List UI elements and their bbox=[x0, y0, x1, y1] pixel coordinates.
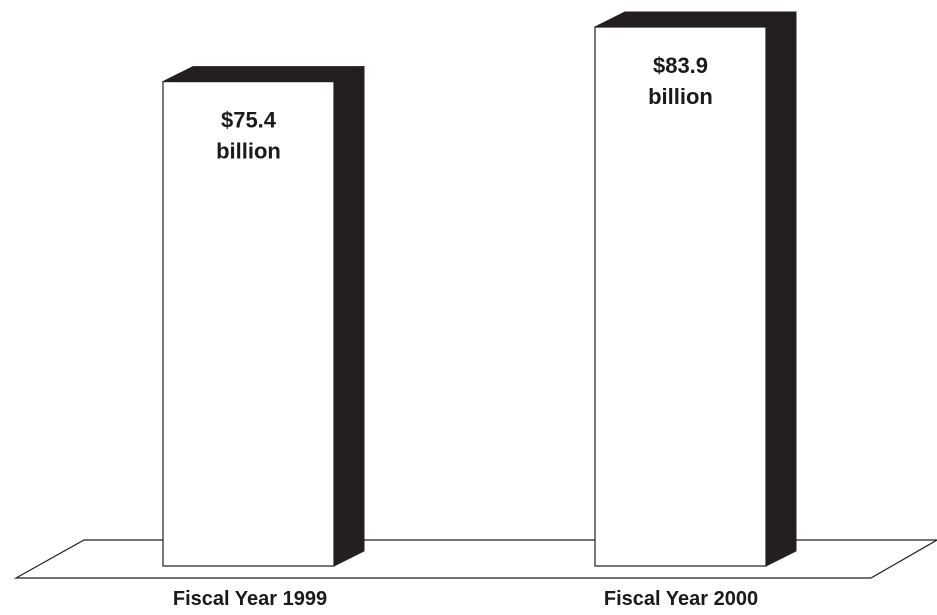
bar-side bbox=[765, 11, 797, 567]
data-label: $83.9 bbox=[653, 53, 708, 78]
labels-layer: $75.4 billion Fiscal Year 1999 $83.9 billion… bbox=[173, 53, 758, 610]
data-label: $75.4 bbox=[221, 108, 277, 133]
bar bbox=[162, 81, 335, 567]
data-label: billion bbox=[216, 139, 281, 164]
floor-plane bbox=[13, 539, 937, 579]
bar-group bbox=[162, 65, 365, 567]
bar bbox=[594, 26, 767, 567]
category-label: Fiscal Year 1999 bbox=[173, 588, 327, 610]
bar-top bbox=[162, 66, 365, 83]
category-label: Fiscal Year 2000 bbox=[604, 588, 758, 610]
bars-layer bbox=[162, 11, 797, 567]
bar-top bbox=[594, 11, 797, 28]
data-label: billion bbox=[648, 84, 713, 109]
bar-side bbox=[333, 65, 365, 567]
bar-group bbox=[594, 11, 797, 567]
